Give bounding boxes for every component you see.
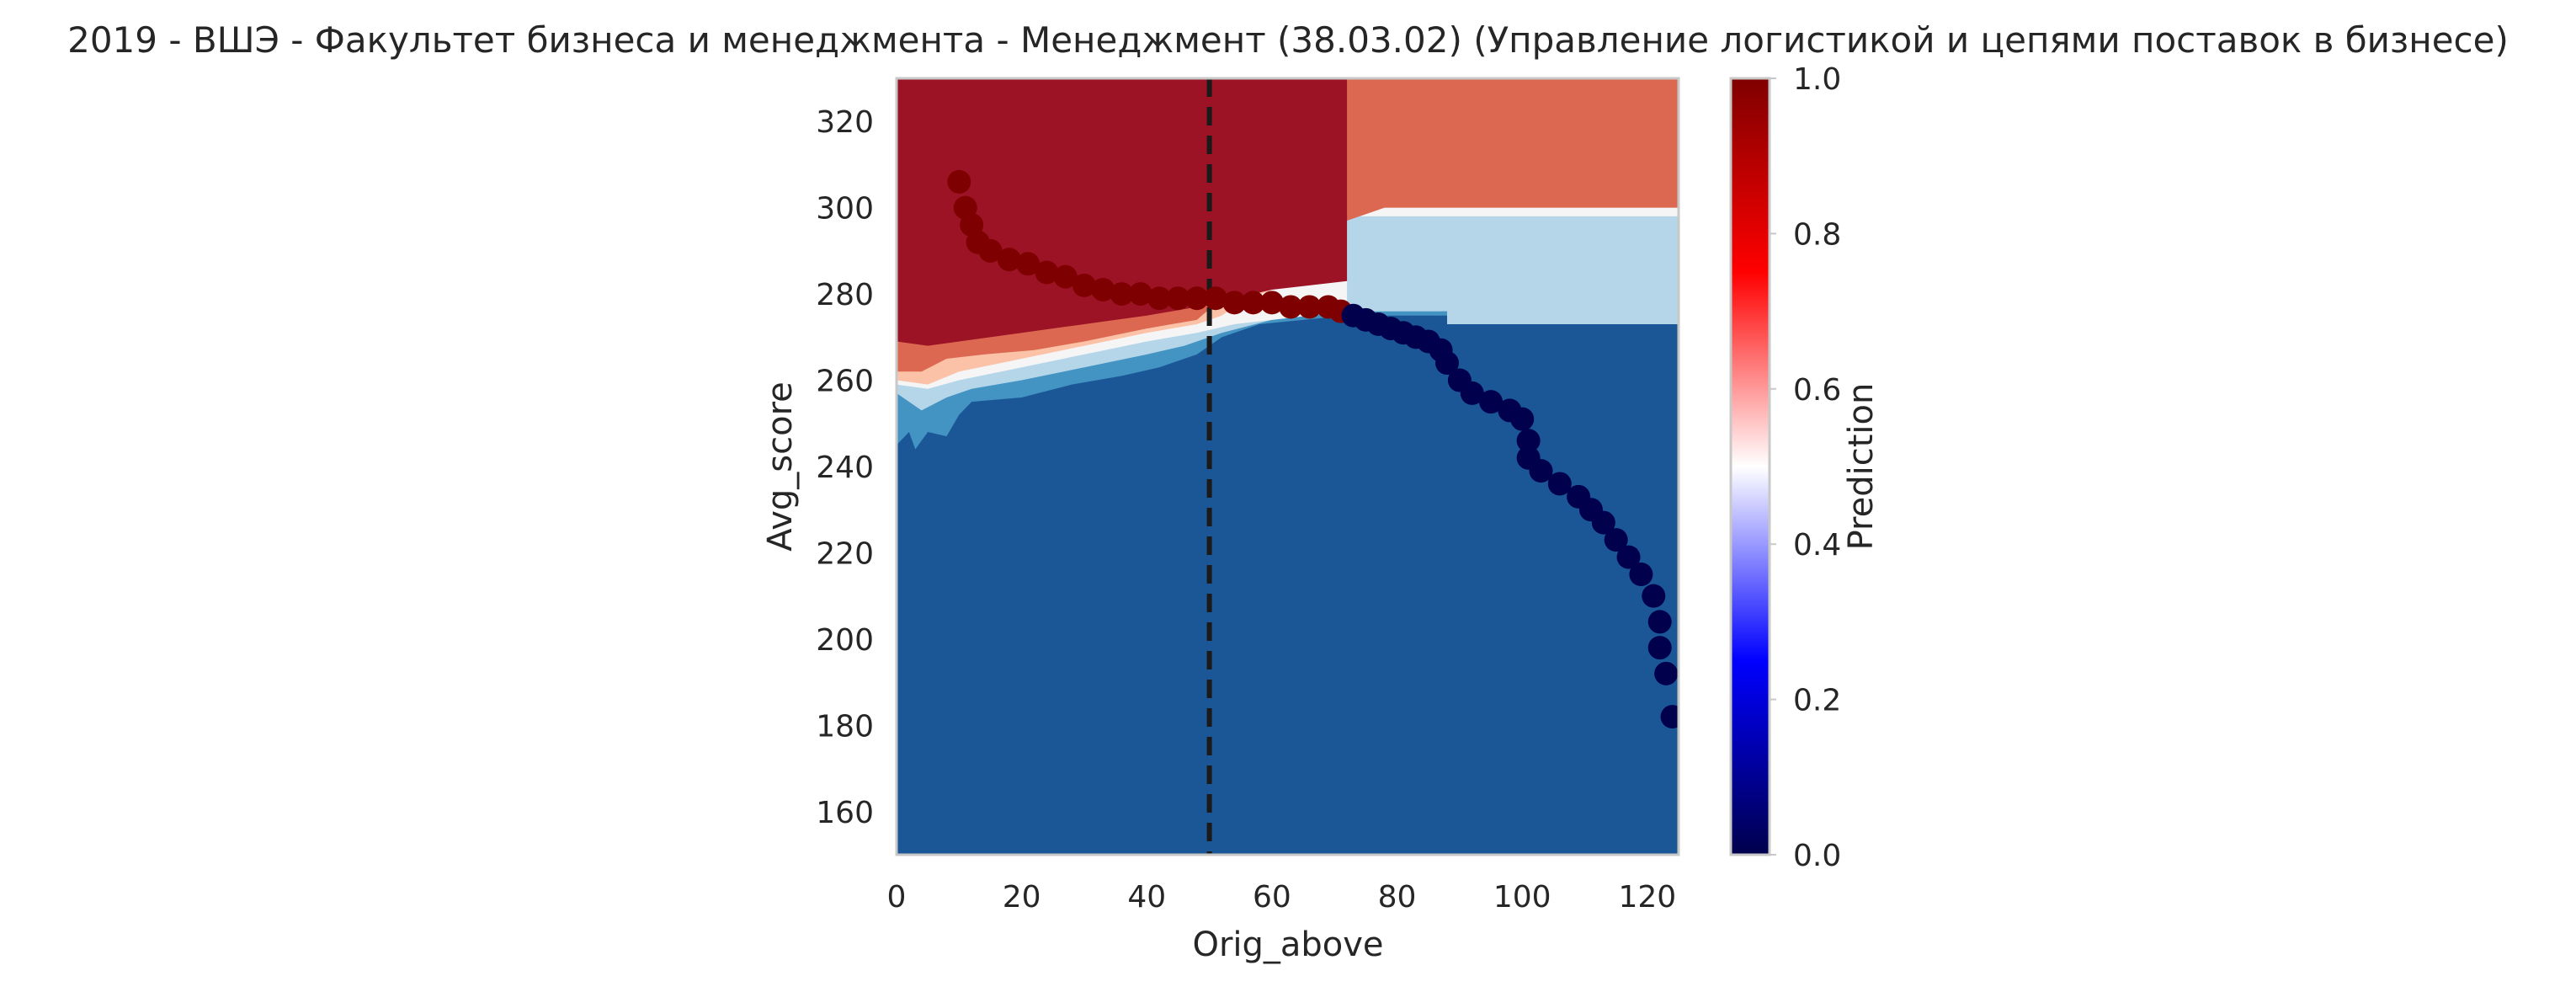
data-point bbox=[1654, 661, 1679, 685]
colorbar-ticks: 0.0 0.2 0.4 0.6 0.8 1.0 bbox=[1770, 62, 1841, 873]
y-tick-label: 160 bbox=[816, 796, 874, 830]
colorbar-tick-label: 0.6 bbox=[1793, 373, 1841, 408]
data-point bbox=[1297, 295, 1322, 319]
x-tick-label: 0 bbox=[887, 880, 907, 915]
x-axis-label: Orig_above bbox=[1192, 925, 1383, 964]
contour-island-0-4 bbox=[1353, 264, 1441, 312]
data-point bbox=[1128, 282, 1152, 307]
data-point bbox=[1460, 381, 1484, 405]
data-point bbox=[1629, 563, 1653, 587]
data-point bbox=[1091, 277, 1115, 301]
data-point bbox=[1035, 260, 1059, 285]
contour-regions bbox=[897, 78, 1679, 450]
colorbar-tick-label: 1.0 bbox=[1793, 62, 1841, 97]
colorbar-label: Prediction bbox=[1842, 383, 1881, 551]
data-point bbox=[1053, 264, 1078, 289]
data-point bbox=[1547, 472, 1572, 496]
data-point bbox=[1222, 291, 1247, 315]
colorbar: 0.0 0.2 0.4 0.6 0.8 1.0 Prediction bbox=[1729, 62, 1881, 873]
data-point bbox=[1529, 459, 1553, 483]
data-point bbox=[1647, 610, 1672, 634]
data-point bbox=[1147, 286, 1172, 311]
plot-frame bbox=[895, 77, 1680, 856]
data-point bbox=[1279, 295, 1303, 319]
plot-area bbox=[897, 78, 1679, 855]
x-axis-ticks: 0 20 40 60 80 100 120 bbox=[887, 880, 1677, 915]
data-point bbox=[947, 169, 971, 194]
data-points bbox=[947, 169, 1679, 729]
x-tick-label: 120 bbox=[1618, 880, 1676, 915]
data-point bbox=[1016, 252, 1041, 276]
y-tick-label: 260 bbox=[816, 365, 874, 399]
y-tick-label: 200 bbox=[816, 623, 874, 658]
colorbar-tick-label: 0.8 bbox=[1793, 217, 1841, 252]
data-point bbox=[1241, 291, 1265, 315]
y-tick-label: 280 bbox=[816, 278, 874, 312]
data-point bbox=[1604, 528, 1628, 552]
colorbar-tick-label: 0.2 bbox=[1793, 684, 1841, 718]
data-point bbox=[1072, 273, 1096, 297]
colorbar-tick-label: 0.0 bbox=[1793, 839, 1841, 873]
data-point bbox=[997, 248, 1021, 272]
x-tick-label: 80 bbox=[1378, 880, 1417, 915]
x-tick-label: 60 bbox=[1253, 880, 1291, 915]
data-point bbox=[1647, 636, 1672, 660]
x-tick-label: 100 bbox=[1493, 880, 1551, 915]
y-tick-label: 240 bbox=[816, 451, 874, 485]
data-point bbox=[1184, 286, 1209, 311]
data-point bbox=[1510, 407, 1535, 431]
data-point bbox=[1516, 429, 1541, 453]
data-point bbox=[1616, 545, 1641, 569]
y-tick-label: 300 bbox=[816, 192, 874, 227]
data-point bbox=[1259, 291, 1284, 315]
data-point bbox=[1110, 282, 1134, 307]
x-tick-label: 40 bbox=[1127, 880, 1166, 915]
contour-stripe-0-4 bbox=[1447, 298, 1679, 307]
x-tick-label: 20 bbox=[1003, 880, 1041, 915]
y-tick-label: 180 bbox=[816, 709, 874, 744]
y-axis-label: Avg_score bbox=[761, 381, 800, 552]
data-point bbox=[978, 238, 1003, 263]
data-point bbox=[1204, 286, 1228, 311]
data-point bbox=[1435, 351, 1460, 376]
y-tick-label: 220 bbox=[816, 536, 874, 571]
data-point bbox=[1591, 510, 1615, 535]
data-point bbox=[1479, 390, 1504, 414]
data-point bbox=[1660, 705, 1679, 729]
contour-level-1-0 bbox=[897, 78, 1348, 346]
colorbar-bar bbox=[1729, 77, 1771, 856]
data-point bbox=[1642, 584, 1666, 608]
y-tick-label: 320 bbox=[816, 105, 874, 140]
colorbar-tick-label: 0.4 bbox=[1793, 528, 1841, 563]
data-point bbox=[1166, 286, 1190, 311]
chart-title: 2019 - ВШЭ - Факультет бизнеса и менеджм… bbox=[67, 19, 2509, 61]
y-axis-ticks: 160 180 200 220 240 260 280 300 320 bbox=[816, 105, 874, 830]
